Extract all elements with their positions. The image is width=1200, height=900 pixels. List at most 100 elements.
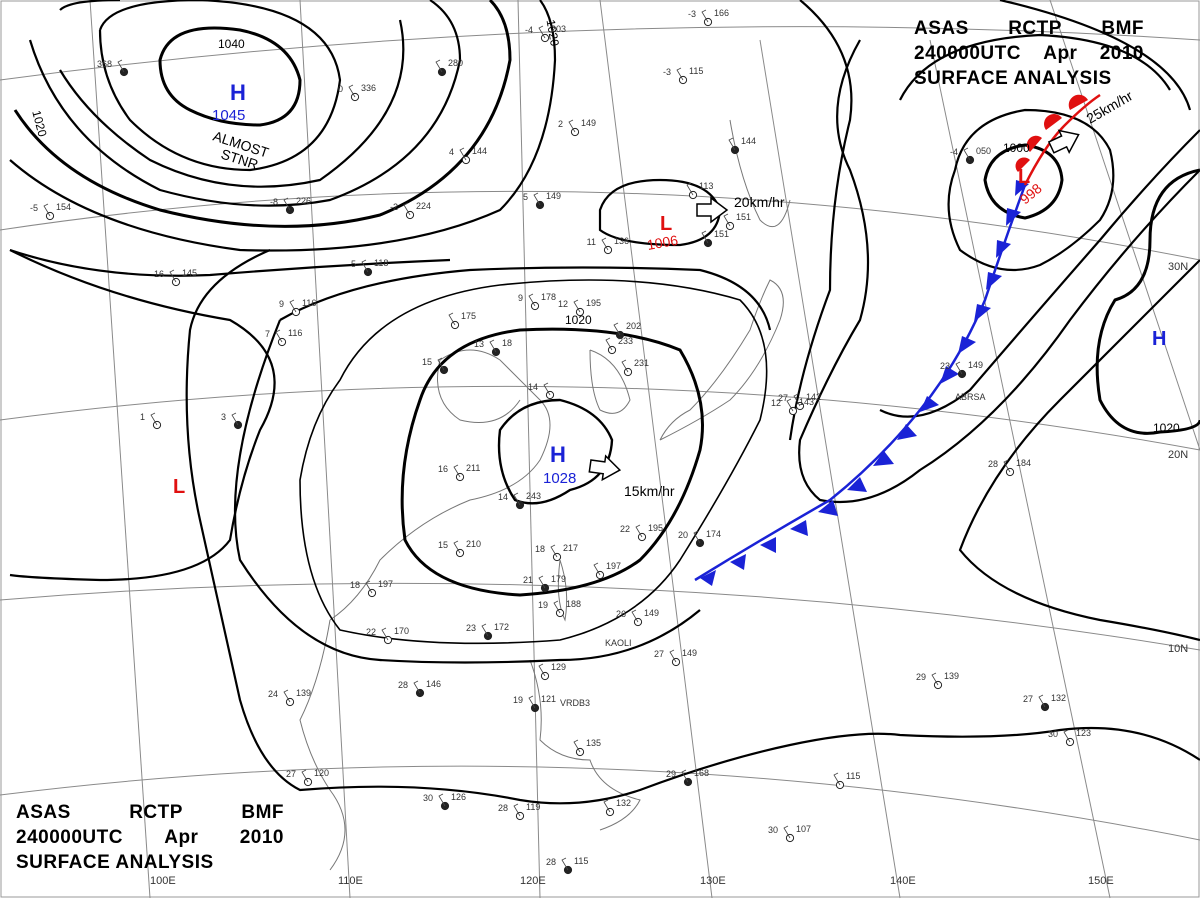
station-temperature: 29 — [666, 769, 676, 779]
station-temperature: 368 — [97, 59, 112, 69]
lon-label-100e: 100E — [150, 875, 176, 887]
station-pressure: 336 — [361, 83, 376, 93]
station-plot: 7 116 — [265, 328, 302, 347]
station-id-kaoli: KAOLI — [605, 638, 632, 648]
station-temperature: 23 — [466, 623, 476, 633]
wind-barb-icon — [601, 237, 609, 251]
wind-barb-icon — [693, 530, 701, 544]
station-plot: 202 — [613, 321, 641, 340]
station-plot: 9 178 — [518, 292, 556, 311]
station-plot: 30 126 — [423, 792, 466, 811]
wind-barb-icon — [793, 393, 801, 407]
wind-barb-icon — [275, 329, 283, 343]
station-ids: VRDB3 KAOLI ABRSA — [560, 392, 986, 708]
meridian-120e — [517, 0, 541, 899]
wind-barb-icon — [289, 299, 297, 313]
station-pressure: 178 — [541, 292, 556, 302]
cold-front — [694, 180, 1029, 586]
station-pressure: 144 — [472, 146, 487, 156]
coast-philippines — [529, 659, 641, 831]
station-pressure: 146 — [426, 679, 441, 689]
station-plot: 12 143 — [771, 397, 814, 416]
station-temperature: -5 — [30, 203, 38, 213]
wind-barb-icon — [543, 382, 551, 396]
isobar-nw-7 — [9, 248, 451, 277]
station-temperature: 30 — [1048, 729, 1058, 739]
wind-barb-icon — [437, 357, 445, 371]
station-pressure: 175 — [461, 311, 476, 321]
warm-front-line — [1023, 93, 1101, 186]
isobar-nw-3 — [59, 0, 405, 188]
wind-barb-icon — [513, 803, 521, 817]
station-plot: 29 168 — [666, 768, 709, 787]
station-plot: 9 116 — [279, 298, 316, 317]
station-temperature: 28 — [546, 857, 556, 867]
isobar-label-1020-nw: 1020 — [29, 109, 50, 139]
station-pressure: 179 — [551, 574, 566, 584]
station-temperature: -3 — [663, 67, 671, 77]
station-pressure: 203 — [551, 24, 566, 34]
station-temperature: 1 — [140, 412, 145, 422]
station-plot: 280 — [435, 58, 463, 77]
station-pressure: 280 — [448, 58, 463, 68]
wind-barb-icon — [550, 544, 558, 558]
station-temperature: 21 — [523, 575, 533, 585]
station-plot: 27 142 — [778, 392, 821, 411]
lon-label-150e: 150E — [1088, 875, 1114, 887]
station-pressure: 149 — [682, 648, 697, 658]
cold-front-barb — [958, 336, 976, 354]
wind-barb-icon — [459, 147, 467, 161]
station-plot: 5 149 — [523, 191, 561, 210]
station-pressure: 145 — [182, 268, 197, 278]
station-plot: 27 132 — [1023, 693, 1066, 712]
cold-front-line — [694, 184, 1027, 582]
wind-barb-icon — [701, 9, 709, 23]
station-temperature: -3 — [688, 9, 696, 19]
meridian-110e — [299, 0, 351, 899]
station-pressure: 119 — [526, 802, 540, 812]
lon-label-110e: 110E — [338, 875, 363, 887]
station-pressure: 172 — [494, 622, 509, 632]
wind-barb-icon — [150, 412, 158, 426]
station-pressure: 113 — [699, 181, 713, 191]
station-pressure: 174 — [706, 529, 721, 539]
station-plot: 22 195 — [620, 523, 663, 542]
title-station: RCTP — [1008, 18, 1062, 39]
cold-front-barb — [974, 304, 991, 322]
station-pressure: 231 — [634, 358, 649, 368]
coast-china — [329, 349, 551, 621]
title-type: SURFACE ANALYSIS — [16, 852, 214, 873]
station-plot: 5 118 — [351, 258, 388, 277]
station-pressure: 149 — [968, 360, 983, 370]
wind-barb-icon — [513, 492, 521, 506]
wind-barb-icon — [438, 793, 446, 807]
wind-barb-icon — [786, 398, 794, 412]
station-temperature: 16 — [438, 464, 448, 474]
station-plot: 15 210 — [438, 539, 481, 558]
wind-barb-icon — [413, 680, 421, 694]
station-plot: 4 144 — [449, 146, 487, 165]
wind-barb-icon — [435, 59, 443, 73]
station-temperature: 30 — [768, 825, 778, 835]
station-temperature: 28 — [498, 803, 508, 813]
station-pressure: 154 — [56, 202, 71, 212]
meridian-edge — [1049, 0, 1200, 451]
station-temperature: 4 — [449, 147, 454, 157]
cold-front-barb — [847, 477, 867, 492]
station-pressure: 144 — [741, 136, 756, 146]
station-pressure: 243 — [526, 491, 541, 501]
wind-barb-icon — [538, 663, 546, 677]
lat-label-30n: 30N — [1168, 261, 1188, 273]
station-temperature: 26 — [616, 609, 626, 619]
station-plot: 30 123 — [1048, 728, 1091, 747]
station-plot: 15 — [422, 357, 449, 375]
station-plot: 29 139 — [916, 671, 959, 690]
isobar-e-2 — [947, 108, 1115, 272]
parallel-20n — [0, 385, 1200, 451]
station-temperature: 5 — [351, 259, 356, 269]
wind-barb-icon — [169, 269, 177, 283]
station-plot: 26 149 — [616, 608, 659, 627]
station-pressure: 224 — [416, 201, 431, 211]
warm-front-bump — [1068, 94, 1088, 110]
station-plot: 231 — [621, 358, 649, 377]
